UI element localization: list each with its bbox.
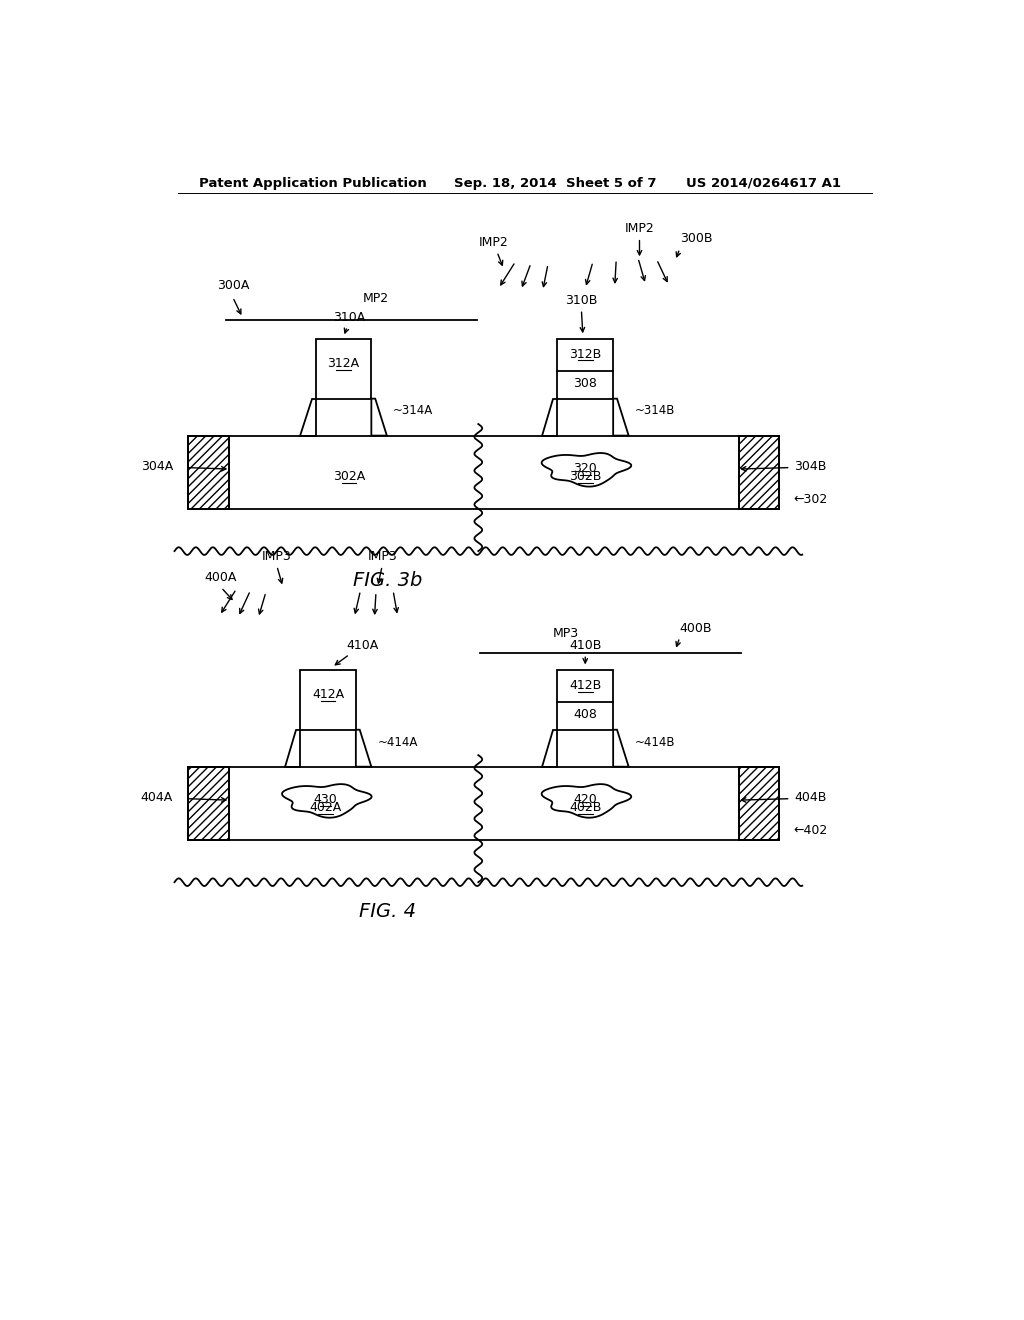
Text: FIG. 4: FIG. 4 [359, 902, 416, 921]
Text: 412B: 412B [569, 678, 601, 692]
Text: 310B: 310B [565, 293, 598, 306]
Text: 320: 320 [573, 462, 597, 475]
Text: 304B: 304B [795, 459, 826, 473]
Polygon shape [542, 784, 631, 817]
Polygon shape [356, 730, 372, 767]
Bar [188, 436, 228, 508]
Text: 400B: 400B [680, 622, 713, 635]
Text: Sep. 18, 2014  Sheet 5 of 7: Sep. 18, 2014 Sheet 5 of 7 [454, 177, 656, 190]
Polygon shape [613, 399, 629, 436]
Bar [738, 767, 779, 840]
Text: 400A: 400A [204, 570, 237, 583]
Text: 310A: 310A [334, 310, 366, 323]
Text: ←402: ←402 [793, 824, 827, 837]
Text: 404A: 404A [140, 791, 173, 804]
Polygon shape [282, 784, 372, 817]
Text: Patent Application Publication: Patent Application Publication [200, 177, 427, 190]
Text: 402A: 402A [309, 801, 342, 814]
Polygon shape [613, 730, 629, 767]
Text: 430: 430 [313, 793, 338, 807]
Text: IMP3: IMP3 [368, 550, 397, 564]
Text: 300A: 300A [217, 279, 250, 292]
Bar [188, 767, 228, 840]
Text: 302A: 302A [333, 470, 365, 483]
Text: US 2014/0264617 A1: US 2014/0264617 A1 [686, 177, 841, 190]
Text: 408: 408 [573, 708, 597, 721]
Bar [738, 436, 779, 508]
Bar [738, 436, 779, 508]
Text: IMP3: IMP3 [262, 550, 292, 564]
Text: 312A: 312A [328, 358, 359, 371]
Polygon shape [300, 399, 315, 436]
Bar [300, 669, 356, 730]
Text: IMP2: IMP2 [479, 236, 509, 249]
Text: ←302: ←302 [793, 492, 827, 506]
Polygon shape [285, 730, 300, 767]
Polygon shape [542, 730, 557, 767]
Text: MP2: MP2 [362, 292, 389, 305]
Text: ~314B: ~314B [635, 404, 675, 417]
Text: MP3: MP3 [553, 627, 579, 640]
Bar [188, 767, 228, 840]
Text: 410A: 410A [347, 639, 379, 652]
Text: 302B: 302B [569, 470, 601, 483]
Bar [188, 436, 228, 508]
Text: 308: 308 [573, 376, 597, 389]
Text: 410B: 410B [569, 639, 601, 652]
Bar [738, 767, 779, 840]
Bar [315, 339, 372, 399]
Polygon shape [542, 453, 631, 487]
Bar [557, 339, 613, 399]
Text: 412A: 412A [312, 689, 344, 701]
Text: ~314A: ~314A [393, 404, 433, 417]
Text: 402B: 402B [569, 801, 601, 814]
Text: 404B: 404B [795, 791, 826, 804]
Text: FIG. 3b: FIG. 3b [353, 570, 422, 590]
Polygon shape [542, 399, 557, 436]
Text: IMP2: IMP2 [625, 222, 654, 235]
Text: ~414A: ~414A [378, 735, 418, 748]
Bar [557, 669, 613, 730]
Text: 312B: 312B [569, 347, 601, 360]
Polygon shape [372, 399, 387, 436]
Text: 420: 420 [573, 793, 597, 807]
Text: ~414B: ~414B [635, 735, 676, 748]
Text: 300B: 300B [680, 232, 713, 246]
Text: 304A: 304A [140, 459, 173, 473]
